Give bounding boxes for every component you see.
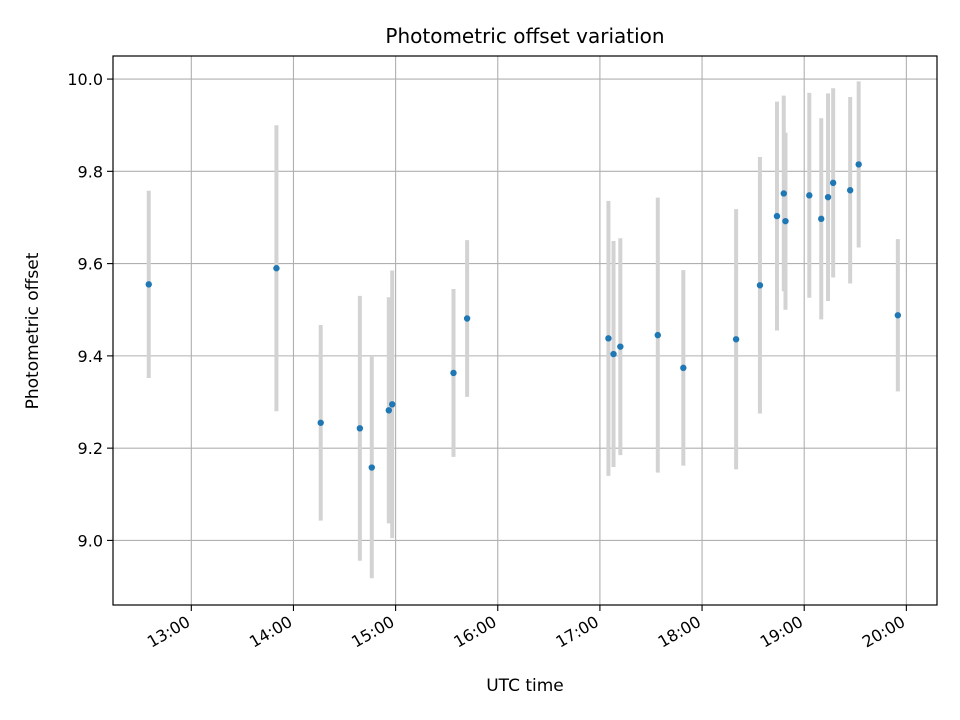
data-point <box>610 350 617 358</box>
data-point <box>780 190 787 197</box>
data-point <box>368 464 375 471</box>
data-point <box>356 425 364 432</box>
y-tick-label: 9.4 <box>78 347 103 366</box>
y-tick-label: 9.0 <box>78 531 103 550</box>
x-tick-label: 13:00 <box>144 612 193 652</box>
data-point <box>806 192 813 199</box>
x-tick-label: 16:00 <box>450 612 499 652</box>
x-tick-label: 20:00 <box>859 612 908 652</box>
data-point <box>617 343 624 350</box>
x-tick-label: 17:00 <box>552 612 601 652</box>
data-point <box>782 217 789 225</box>
y-axis-label: Photometric offset <box>23 252 43 409</box>
grid-lines <box>113 56 937 605</box>
x-tick-label: 15:00 <box>348 612 397 652</box>
y-axis-ticks: 9.0 9.2 9.4 9.6 9.8 10.0 <box>67 70 113 550</box>
data-point <box>680 364 687 372</box>
x-axis-label: UTC time <box>486 676 564 696</box>
x-axis-ticks: 13:00 14:00 15:00 16:00 17:00 18:00 19:00 20:00 <box>144 605 908 652</box>
data-point <box>605 335 612 342</box>
data-point <box>273 265 280 272</box>
y-tick-label: 9.2 <box>78 439 103 458</box>
data-point <box>824 193 832 201</box>
data-point <box>654 331 661 339</box>
chart-title: Photometric offset variation <box>385 24 664 48</box>
y-tick-label: 9.6 <box>78 255 103 274</box>
y-tick-label: 10.0 <box>67 70 103 89</box>
data-points <box>145 161 902 471</box>
data-point <box>855 161 862 168</box>
data-point <box>846 187 854 194</box>
data-point <box>450 369 457 377</box>
x-tick-label: 18:00 <box>655 612 704 652</box>
data-point <box>463 315 471 322</box>
data-point <box>773 212 781 220</box>
data-point <box>389 401 396 408</box>
data-point <box>145 281 152 288</box>
data-point <box>756 282 764 289</box>
data-point <box>829 179 837 187</box>
x-tick-label: 19:00 <box>757 612 806 652</box>
data-point <box>894 312 902 319</box>
y-tick-label: 9.8 <box>78 162 103 181</box>
x-tick-label: 14:00 <box>246 612 295 652</box>
data-point <box>317 419 324 426</box>
data-point <box>818 215 825 223</box>
data-point <box>385 407 393 414</box>
plot-frame <box>112 55 938 606</box>
error-bars <box>146 81 900 579</box>
data-point <box>732 336 740 343</box>
